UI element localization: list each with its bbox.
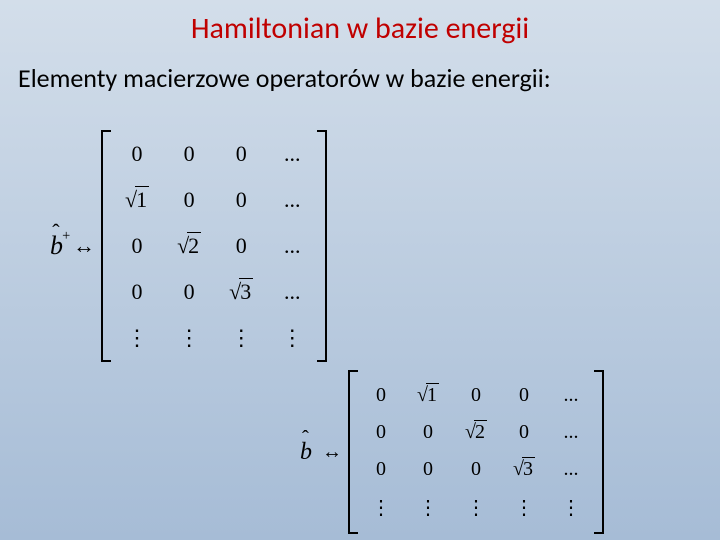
matrix-bracket-left xyxy=(348,370,358,534)
matrix-cell: 0 xyxy=(404,414,452,451)
matrix-cell: ⋮ xyxy=(452,488,500,527)
matrix-cell: 0 xyxy=(358,451,404,488)
matrix-cell: ⋮ xyxy=(404,488,452,527)
matrix-cell: ... xyxy=(548,451,594,488)
matrix-bracket-left xyxy=(101,130,111,362)
matrix-cell: 0 xyxy=(163,177,215,223)
matrix-cell: √1 xyxy=(404,377,452,414)
maps-to-arrow: ↔ xyxy=(73,233,95,259)
creation-operator-matrix: ˆb+↔000...√100...0√20...00√3...⋮⋮⋮⋮ xyxy=(50,130,327,362)
matrix-cell: 0 xyxy=(358,377,404,414)
matrix-body: 0√100...00√20...000√3...⋮⋮⋮⋮⋮ xyxy=(358,377,594,527)
matrix-cell: ... xyxy=(267,223,317,269)
operator-b: ˆb xyxy=(300,439,312,466)
annihilation-operator-matrix: ˆb↔0√100...00√20...000√3...⋮⋮⋮⋮⋮ xyxy=(300,370,604,534)
matrix-body: 000...√100...0√20...00√3...⋮⋮⋮⋮ xyxy=(111,131,317,361)
matrix-cell: ⋮ xyxy=(215,315,267,361)
matrix-cell: √2 xyxy=(452,414,500,451)
matrix-cell: ⋮ xyxy=(500,488,548,527)
matrix-cell: ... xyxy=(267,131,317,177)
matrix-cell: 0 xyxy=(500,414,548,451)
matrix-cell: √2 xyxy=(163,223,215,269)
matrix-bracket-right xyxy=(317,130,327,362)
matrix-cell: 0 xyxy=(111,223,163,269)
matrix-cell: √3 xyxy=(500,451,548,488)
matrix-cell: 0 xyxy=(358,414,404,451)
matrix-cell: 0 xyxy=(452,451,500,488)
slide-title: Hamiltonian w bazie energii xyxy=(0,10,720,47)
matrix-cell: ⋮ xyxy=(358,488,404,527)
matrix-cell: ⋮ xyxy=(163,315,215,361)
matrix-cell: 0 xyxy=(111,131,163,177)
matrix-cell: ⋮ xyxy=(267,315,317,361)
matrix-cell: ⋮ xyxy=(111,315,163,361)
matrix-cell: ... xyxy=(267,177,317,223)
matrix-cell: 0 xyxy=(215,131,267,177)
matrix-cell: ... xyxy=(548,377,594,414)
matrix-cell: 0 xyxy=(404,451,452,488)
matrix-cell: 0 xyxy=(500,377,548,414)
slide-subtitle: Elementy macierzowe operatorów w bazie e… xyxy=(18,62,551,94)
matrix-bracket-right xyxy=(594,370,604,534)
matrix-cell: √1 xyxy=(111,177,163,223)
matrix-cell: 0 xyxy=(215,223,267,269)
matrix-cell: 0 xyxy=(215,177,267,223)
matrix-cell: ... xyxy=(267,269,317,315)
matrix-cell: 0 xyxy=(111,269,163,315)
matrix-cell: 0 xyxy=(163,131,215,177)
maps-to-arrow: ↔ xyxy=(322,441,342,464)
operator-b-dagger: ˆb+ xyxy=(50,231,63,261)
matrix-cell: 0 xyxy=(452,377,500,414)
matrix-cell: 0 xyxy=(163,269,215,315)
matrix-cell: √3 xyxy=(215,269,267,315)
matrix-cell: ... xyxy=(548,414,594,451)
matrix-cell: ⋮ xyxy=(548,488,594,527)
